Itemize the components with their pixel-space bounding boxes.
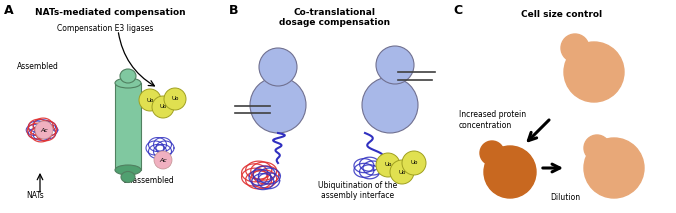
Circle shape xyxy=(35,121,53,139)
Bar xyxy=(115,83,141,170)
Circle shape xyxy=(376,153,400,177)
Text: Ubiquitination of the
assembly interface: Ubiquitination of the assembly interface xyxy=(318,181,397,200)
Circle shape xyxy=(250,77,306,133)
Circle shape xyxy=(154,151,172,169)
Text: Ub: Ub xyxy=(171,96,178,102)
Circle shape xyxy=(376,46,414,84)
Circle shape xyxy=(152,96,174,118)
Circle shape xyxy=(362,77,418,133)
Circle shape xyxy=(139,89,161,111)
Circle shape xyxy=(402,151,426,175)
Circle shape xyxy=(480,141,504,165)
Text: NATs-mediated compensation: NATs-mediated compensation xyxy=(34,8,185,17)
Text: Ac: Ac xyxy=(159,157,167,163)
Text: C: C xyxy=(453,4,462,17)
Circle shape xyxy=(484,146,536,198)
Text: Compensation E3 ligases: Compensation E3 ligases xyxy=(57,24,153,33)
Text: Unassembled: Unassembled xyxy=(122,176,174,185)
Text: Increased protein
concentration: Increased protein concentration xyxy=(459,110,526,130)
Text: NATs: NATs xyxy=(26,191,44,200)
Text: Assembled: Assembled xyxy=(17,62,59,71)
Text: Ub: Ub xyxy=(410,161,418,166)
Ellipse shape xyxy=(121,171,135,183)
Ellipse shape xyxy=(115,165,141,175)
Text: Ub: Ub xyxy=(160,105,167,109)
Text: Dilution: Dilution xyxy=(550,193,580,202)
Text: B: B xyxy=(229,4,239,17)
Circle shape xyxy=(561,34,589,62)
Text: Ub: Ub xyxy=(398,170,406,174)
Text: Cell size control: Cell size control xyxy=(521,10,602,19)
Circle shape xyxy=(584,135,610,161)
Text: Ub: Ub xyxy=(384,163,392,167)
Ellipse shape xyxy=(115,78,141,88)
Text: Ac: Ac xyxy=(40,128,48,132)
Circle shape xyxy=(390,160,414,184)
Text: Co-translational
dosage compensation: Co-translational dosage compensation xyxy=(279,8,391,27)
Ellipse shape xyxy=(120,69,136,83)
Circle shape xyxy=(584,138,644,198)
Circle shape xyxy=(164,88,186,110)
Text: Ub: Ub xyxy=(146,98,153,102)
Text: A: A xyxy=(4,4,14,17)
Circle shape xyxy=(259,48,297,86)
Circle shape xyxy=(564,42,624,102)
